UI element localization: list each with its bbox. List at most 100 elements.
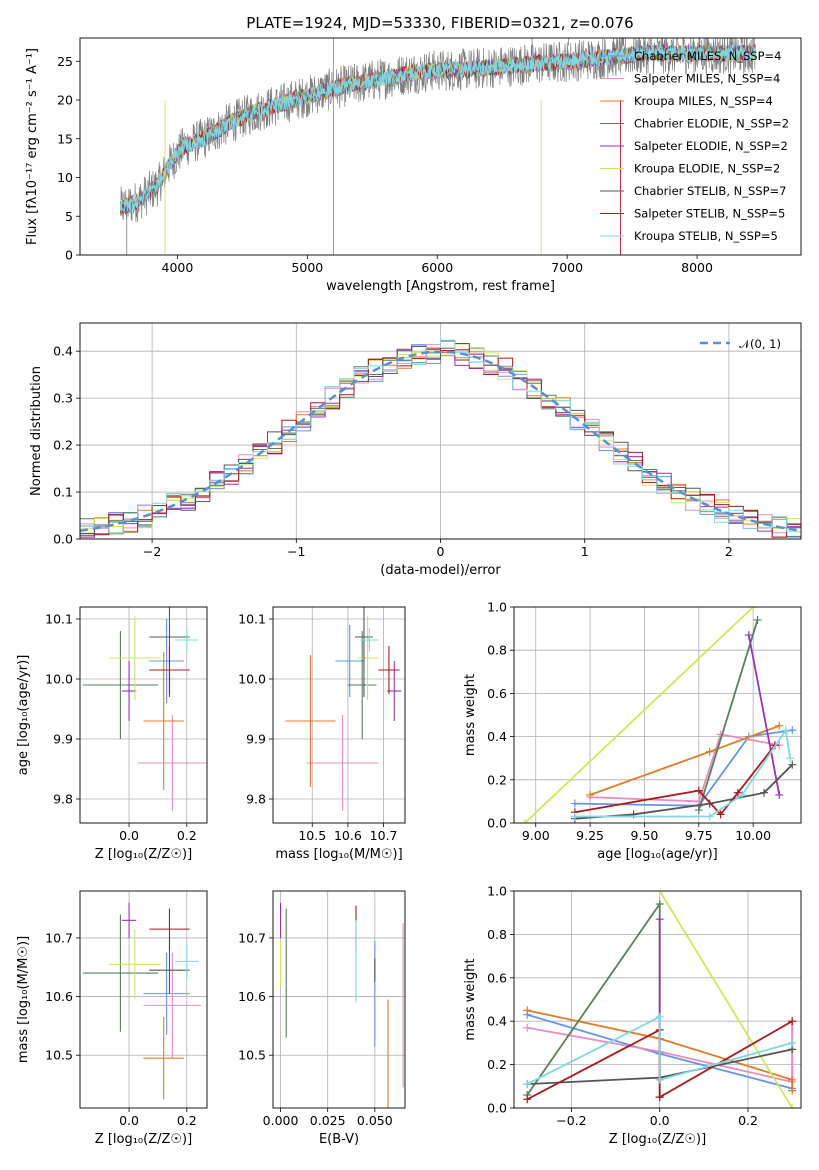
mass-weight-marker xyxy=(744,631,753,640)
y-tick-label: 15 xyxy=(57,131,73,146)
x-axis-label: age [log₁₀(age/yr)] xyxy=(597,847,718,862)
mass-weight-marker xyxy=(760,788,769,797)
axes-frame xyxy=(513,606,802,824)
mass-weight-marker xyxy=(716,810,725,819)
mass-vs-EBV-panel xyxy=(269,891,405,1112)
legend-entry: Kroupa STELIB, N_SSP=5 xyxy=(634,229,778,243)
y-tick-label: 10.0 xyxy=(238,672,266,687)
mass-weight-marker xyxy=(788,760,797,769)
mass-weight-vs-age-marks xyxy=(520,607,797,823)
x-tick-label: 0.0 xyxy=(650,1113,670,1128)
mass-weight-marker xyxy=(520,819,529,823)
y-tick-label: 9.9 xyxy=(246,732,266,747)
mass-weight-marker xyxy=(655,915,664,924)
axes-frame xyxy=(79,322,802,540)
x-axis-label: Z [log₁₀(Z/Z☉)] xyxy=(95,847,192,862)
legend-entry: Chabrier STELIB, N_SSP=7 xyxy=(634,184,786,198)
mass-weight-line xyxy=(574,729,793,807)
mass-vs-EBV-marks xyxy=(279,902,404,1108)
mass-weight-line xyxy=(574,764,793,820)
mass-weight-marker xyxy=(570,812,579,821)
x-tick-label: 0.0 xyxy=(119,1113,139,1128)
x-tick-label: −1 xyxy=(287,544,305,559)
x-tick-label: 10.00 xyxy=(735,828,771,843)
mass-vs-Z-panel xyxy=(76,891,207,1112)
y-tick-label: 0.2 xyxy=(487,772,507,787)
legend-entry: Salpeter STELIB, N_SSP=5 xyxy=(634,207,785,221)
mass-weight-marker xyxy=(655,1093,664,1102)
mass-weight-marker xyxy=(655,1075,664,1084)
x-axis-label: E(B-V) xyxy=(319,1132,359,1147)
y-tick-label: 0.6 xyxy=(487,686,507,701)
x-tick-label: 9.00 xyxy=(522,828,550,843)
age-vs-mass-marks xyxy=(285,607,402,811)
mass-weight-line xyxy=(524,607,754,823)
y-tick-label: 9.8 xyxy=(246,792,266,807)
x-tick-label: 2 xyxy=(725,544,733,559)
y-tick-label: 10.0 xyxy=(45,672,73,687)
mass-weight-line xyxy=(747,634,781,796)
y-tick-label: 20 xyxy=(57,93,73,108)
mass-weight-marker xyxy=(753,615,762,624)
y-tick-label: 0.8 xyxy=(487,927,507,942)
x-tick-label: 9.25 xyxy=(576,828,604,843)
y-tick-label: 0.6 xyxy=(487,970,507,985)
legend-entry: Kroupa MILES, N_SSP=4 xyxy=(634,94,773,108)
axes-frame xyxy=(513,890,802,1109)
x-tick-label: 0.025 xyxy=(310,1113,346,1128)
mass-weight-line xyxy=(526,1015,793,1085)
x-tick-label: 1 xyxy=(581,544,589,559)
y-axis-label: Normed distribution xyxy=(29,366,44,496)
mass-weight-marker xyxy=(775,790,784,799)
x-tick-label: 0.0 xyxy=(119,828,139,843)
mass-weight-line xyxy=(658,891,793,1108)
mass-weight-line xyxy=(590,733,780,803)
y-tick-label: 10.6 xyxy=(45,989,73,1004)
mass-weight-marker xyxy=(705,812,714,821)
y-tick-label: 10.1 xyxy=(238,612,266,627)
mass-weight-marker xyxy=(694,786,703,795)
y-axis-label: age [log₁₀(age/yr)] xyxy=(16,655,31,776)
x-axis-label: (data-model)/error xyxy=(380,563,501,578)
mass-weight-marker xyxy=(655,891,664,895)
x-axis-label: Z [log₁₀(Z/Z☉)] xyxy=(609,1132,706,1147)
y-tick-label: 10.1 xyxy=(45,612,73,627)
age-vs-Z-marks xyxy=(82,607,207,811)
x-tick-label: 10.7 xyxy=(370,828,398,843)
mass-weight-marker xyxy=(523,1080,532,1089)
y-tick-label: 10 xyxy=(57,170,73,185)
y-tick-label: 0.0 xyxy=(53,532,73,547)
mass-weight-marker xyxy=(788,1086,797,1095)
y-tick-label: 0.1 xyxy=(53,485,73,500)
y-tick-label: 10.7 xyxy=(238,930,266,945)
axes-frame xyxy=(272,890,406,1109)
mass-weight-marker xyxy=(781,726,790,735)
x-tick-label: 5000 xyxy=(291,260,323,275)
y-tick-label: 0.3 xyxy=(53,391,73,406)
mass-weight-marker xyxy=(788,1017,797,1026)
mass-weight-marker xyxy=(786,754,795,763)
mass-weight-marker xyxy=(655,1012,664,1021)
x-tick-label: 10.5 xyxy=(298,828,326,843)
legend-entry: 𝒩(0, 1) xyxy=(739,337,781,351)
y-tick-label: 25 xyxy=(57,54,73,69)
y-tick-label: 5 xyxy=(65,209,73,224)
legend-entry: Salpeter ELODIE, N_SSP=2 xyxy=(634,139,788,153)
x-axis-label: Z [log₁₀(Z/Z☉)] xyxy=(95,1132,192,1147)
x-tick-label: 10.6 xyxy=(334,828,362,843)
residual-histogram xyxy=(80,348,801,538)
y-tick-label: 10.5 xyxy=(238,1048,266,1063)
mass-weight-line xyxy=(526,901,661,1098)
x-tick-label: −2 xyxy=(143,544,161,559)
x-tick-label: −0.2 xyxy=(556,1113,586,1128)
y-tick-label: 9.9 xyxy=(53,732,73,747)
y-axis-label: Flux [fλ10⁻¹⁷ erg cm⁻² s⁻¹ A⁻¹] xyxy=(25,48,40,245)
x-tick-label: 0.2 xyxy=(177,828,197,843)
mass-weight-marker xyxy=(788,1075,797,1084)
axes-frame xyxy=(79,606,208,824)
mass-weight-line xyxy=(697,619,759,811)
axes-frame xyxy=(272,606,406,824)
x-axis-label: mass [log₁₀(M/M☉)] xyxy=(275,847,402,862)
normal-curve xyxy=(80,350,801,533)
